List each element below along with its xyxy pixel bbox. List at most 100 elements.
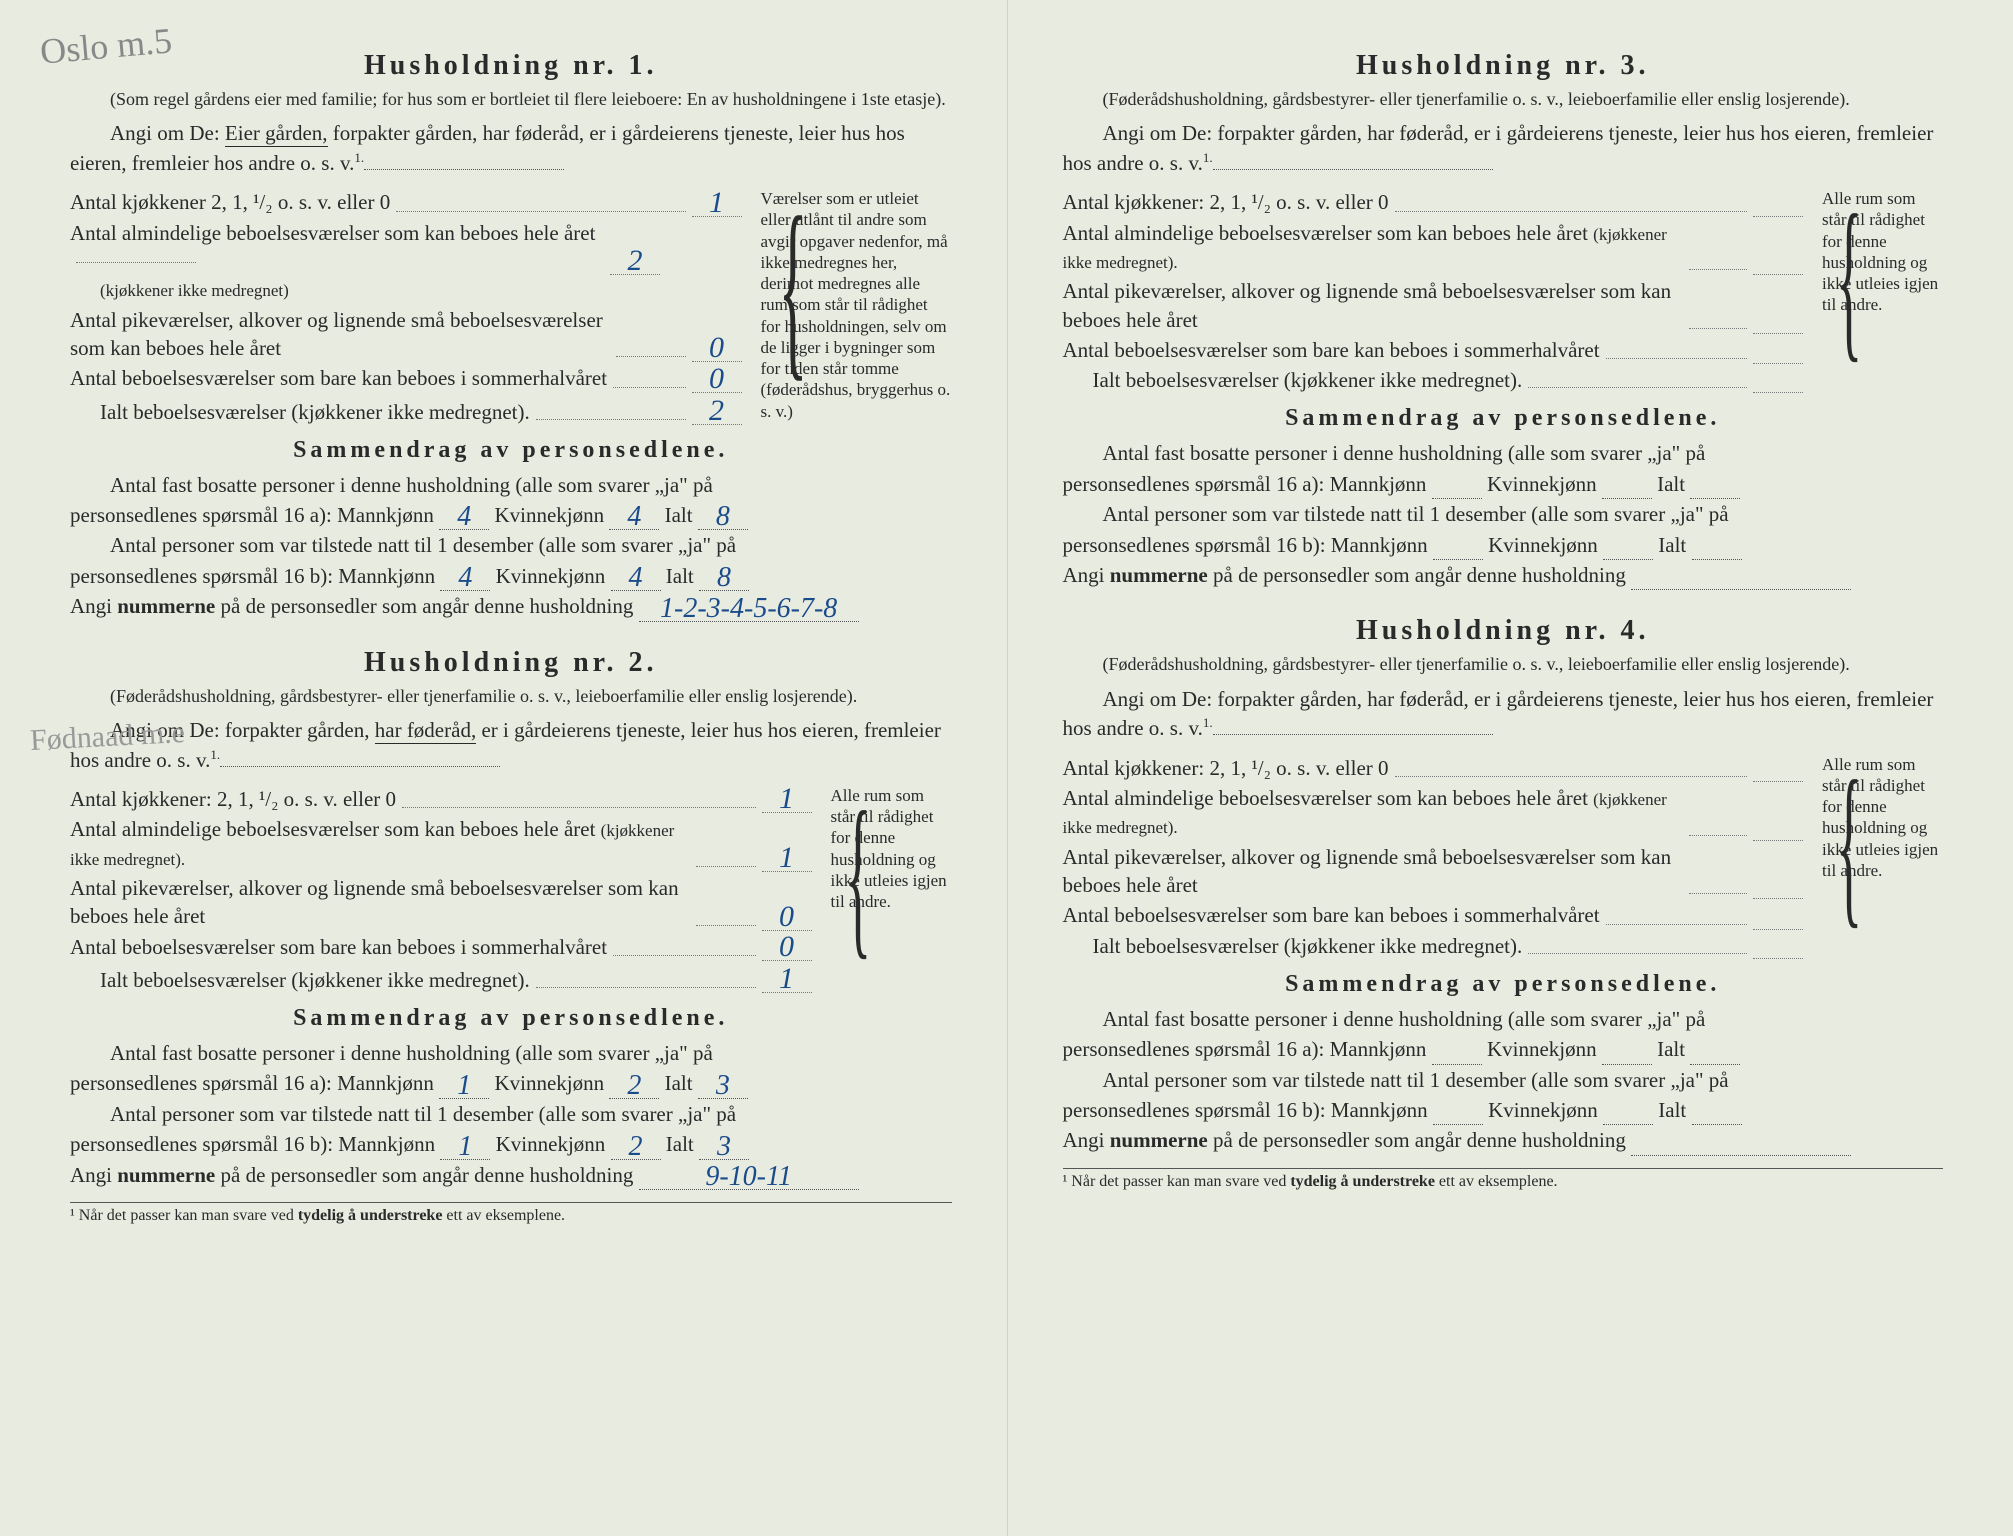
- hh3-fast-line1: Antal fast bosatte personer i denne hush…: [1063, 438, 1944, 468]
- hh2-nummer-val: 9-10-11: [639, 1164, 859, 1190]
- brace-icon: {: [778, 188, 807, 388]
- hh1-nummer-val: 1-2-3-4-5-6-7-8: [639, 596, 859, 622]
- household-2: Husholdning nr. 2. (Føderådshusholdning,…: [70, 647, 952, 1225]
- hh4-title: Husholdning nr. 4.: [1063, 615, 1944, 647]
- hh2-fast-line2: personsedlenes spørsmål 16 a): Mannkjønn…: [70, 1068, 952, 1098]
- hh1-pike-val: 0: [692, 334, 742, 362]
- hh2-sommer-val: 0: [762, 933, 812, 961]
- hh1-kjokken-label: Antal kjøkkener 2, 1, ¹/₂ o. s. v. eller…: [70, 188, 390, 216]
- hh1-tilstede-m: 4: [440, 565, 490, 591]
- hh2-fast-m: 1: [439, 1073, 489, 1099]
- hh2-tilstede-line1: Antal personer som var tilstede natt til…: [70, 1099, 952, 1129]
- hh1-alm-val: 2: [610, 247, 660, 275]
- hh3-row-kjokken: Antal kjøkkener: 2, 1, ¹/₂ o. s. v. elle…: [1063, 188, 1804, 216]
- hh3-ialt-val: [1753, 392, 1803, 393]
- hh3-row-pike: Antal pikeværelser, alkover og lignende …: [1063, 277, 1804, 334]
- hh2-fast-line1: Antal fast bosatte personer i denne hush…: [70, 1038, 952, 1068]
- hh1-row-sommer: Antal beboelsesværelser som bare kan be­…: [70, 364, 742, 392]
- hh4-rows: Antal kjøkkener: 2, 1, ¹/₂ o. s. v. elle…: [1063, 754, 1804, 959]
- household-4: Husholdning nr. 4. (Føderådshusholdning,…: [1063, 615, 1944, 1190]
- hh1-rows: Antal kjøkkener 2, 1, ¹/₂ o. s. v. eller…: [70, 188, 742, 424]
- hh4-fast-line2: personsedlenes spørsmål 16 a): Mannkjønn…: [1063, 1034, 1944, 1064]
- hh1-row-alm: Antal almindelige beboelsesværelser som …: [70, 219, 742, 304]
- brace-icon: {: [845, 785, 871, 965]
- hh3-side-note: { Alle rum som står til rådighet for den…: [1813, 188, 1943, 393]
- left-footnote: ¹ Når det passer kan man svare ved tydel…: [70, 1202, 952, 1225]
- hh3-sammendrag-title: Sammendrag av personsedlene.: [1063, 405, 1944, 432]
- hh3-sommer-val: [1753, 363, 1803, 364]
- hh4-kjokken-val: [1753, 781, 1803, 782]
- brace-icon: {: [1836, 188, 1862, 368]
- hh4-ialt-val: [1753, 958, 1803, 959]
- hh3-pike-val: [1753, 333, 1803, 334]
- hh3-nummer-line: Angi nummerne på de personsedler som ang…: [1063, 560, 1944, 590]
- hh4-subtitle: (Føderådshusholdning, gårdsbestyrer- ell…: [1063, 653, 1944, 676]
- hh2-tilstede-line2: personsedlenes spørsmål 16 b): Mannkjønn…: [70, 1129, 952, 1159]
- hh2-nummer-line: Angi nummerne på de personsedler som ang…: [70, 1160, 952, 1190]
- hh3-row-alm: Antal almindelige beboelsesværelser som …: [1063, 219, 1804, 276]
- hh1-subtitle: (Som regel gårdens eier med familie; for…: [70, 88, 952, 111]
- hh4-sommer-val: [1753, 929, 1803, 930]
- hh1-title: Husholdning nr. 1.: [70, 50, 952, 82]
- hh4-row-ialt: Ialt beboelsesværelser (kjøkkener ikke m…: [1063, 934, 1804, 959]
- hh1-angi-pre: Angi om De:: [110, 121, 225, 145]
- hh1-tilstede-i: 8: [699, 565, 749, 591]
- brace-icon: {: [1836, 754, 1862, 934]
- hh2-angi: Angi om De: forpakter gården, har føderå…: [70, 716, 952, 775]
- hh3-alm-val: [1753, 274, 1803, 275]
- hh3-subtitle: (Føderådshusholdning, gårdsbestyrer- ell…: [1063, 88, 1944, 111]
- right-footnote: ¹ Når det passer kan man svare ved tydel…: [1063, 1168, 1944, 1191]
- hh4-fast-line1: Antal fast bosatte personer i denne hush…: [1063, 1004, 1944, 1034]
- hh4-nummer-val: [1631, 1155, 1851, 1156]
- hh2-row-alm: Antal almindelige beboelsesværelser som …: [70, 815, 812, 872]
- hh3-angi: Angi om De: forpakter gården, har føderå…: [1063, 119, 1944, 178]
- hh4-sammendrag-title: Sammendrag av personsedlene.: [1063, 971, 1944, 998]
- hh1-sammendrag-title: Sammendrag av personsedlene.: [70, 437, 952, 464]
- hh3-title: Husholdning nr. 3.: [1063, 50, 1944, 82]
- hh2-row-kjokken: Antal kjøkkener: 2, 1, ¹/₂ o. s. v. elle…: [70, 785, 812, 813]
- hh1-nummer-line: Angi nummerne på de personsedler som ang…: [70, 591, 952, 621]
- household-1: Husholdning nr. 1. (Som regel gårdens ei…: [70, 50, 952, 622]
- hh2-pike-val: 0: [762, 903, 812, 931]
- hh1-sup: 1.: [354, 150, 364, 165]
- hh4-side-note: { Alle rum som står til rådighet for den…: [1813, 754, 1943, 959]
- hh4-row-pike: Antal pikeværelser, alkover og lignende …: [1063, 843, 1804, 900]
- hh4-tilstede-line2: personsedlenes spørsmål 16 b): Mannkjønn…: [1063, 1095, 1944, 1125]
- hh1-alm-label: Antal almindelige beboelsesværelser som …: [70, 219, 610, 304]
- hh2-title: Husholdning nr. 2.: [70, 647, 952, 679]
- hh2-fast-i: 3: [698, 1073, 748, 1099]
- hh4-nummer-line: Angi nummerne på de personsedler som ang…: [1063, 1125, 1944, 1155]
- hh3-rows: Antal kjøkkener: 2, 1, ¹/₂ o. s. v. elle…: [1063, 188, 1804, 393]
- household-3: Husholdning nr. 3. (Føderådshusholdning,…: [1063, 50, 1944, 590]
- hh4-angi: Angi om De: forpakter gården, har føderå…: [1063, 685, 1944, 744]
- hh4-row-alm: Antal almindelige beboelsesværelser som …: [1063, 784, 1804, 841]
- hh1-fast-k: 4: [609, 504, 659, 530]
- hh4-alm-val: [1753, 840, 1803, 841]
- hh1-angi: Angi om De: Eier gården, forpakter gårde…: [70, 119, 952, 178]
- hh2-alm-val: 1: [762, 844, 812, 872]
- hh2-tilstede-k: 2: [611, 1134, 661, 1160]
- hh1-kjokken-val: 1: [692, 189, 742, 217]
- hh1-angi-underlined: Eier gården,: [225, 121, 328, 147]
- hh4-tilstede-line1: Antal personer som var tilstede natt til…: [1063, 1065, 1944, 1095]
- hh2-tilstede-m: 1: [440, 1134, 490, 1160]
- hh3-fast-line2: personsedlenes spørsmål 16 a): Mannkjønn…: [1063, 469, 1944, 499]
- hh4-row-sommer: Antal beboelsesværelser som bare kan beb…: [1063, 901, 1804, 929]
- hh2-subtitle: (Føderådshusholdning, gårdsbestyrer- ell…: [70, 685, 952, 708]
- hh2-row-ialt: Ialt beboelsesværelser (kjøkkener ikke m…: [70, 965, 812, 993]
- hh1-row-kjokken: Antal kjøkkener 2, 1, ¹/₂ o. s. v. eller…: [70, 188, 742, 216]
- hh3-tilstede-line1: Antal personer som var tilstede natt til…: [1063, 499, 1944, 529]
- hh2-row-pike: Antal pikeværelser, alkover og lignende …: [70, 874, 812, 931]
- hh2-tilstede-i: 3: [699, 1134, 749, 1160]
- hh2-ialt-val: 1: [762, 965, 812, 993]
- hh1-sommer-val: 0: [692, 365, 742, 393]
- hh1-ialt-val: 2: [692, 397, 742, 425]
- hh3-row-sommer: Antal beboelsesværelser som bare kan beb…: [1063, 336, 1804, 364]
- hh3-tilstede-line2: personsedlenes spørsmål 16 b): Mannkjønn…: [1063, 530, 1944, 560]
- hh2-body: Antal kjøkkener: 2, 1, ¹/₂ o. s. v. elle…: [70, 785, 952, 993]
- hh2-side-note: { Alle rum som står til rådighet for den…: [822, 785, 952, 993]
- hh2-row-sommer: Antal beboelsesværelser som bare kan beb…: [70, 933, 812, 961]
- hh1-tilstede-k: 4: [611, 565, 661, 591]
- hh1-fast-i: 8: [698, 504, 748, 530]
- hh1-fast-line2: personsedlenes spørsmål 16 a): Mannkjønn…: [70, 500, 952, 530]
